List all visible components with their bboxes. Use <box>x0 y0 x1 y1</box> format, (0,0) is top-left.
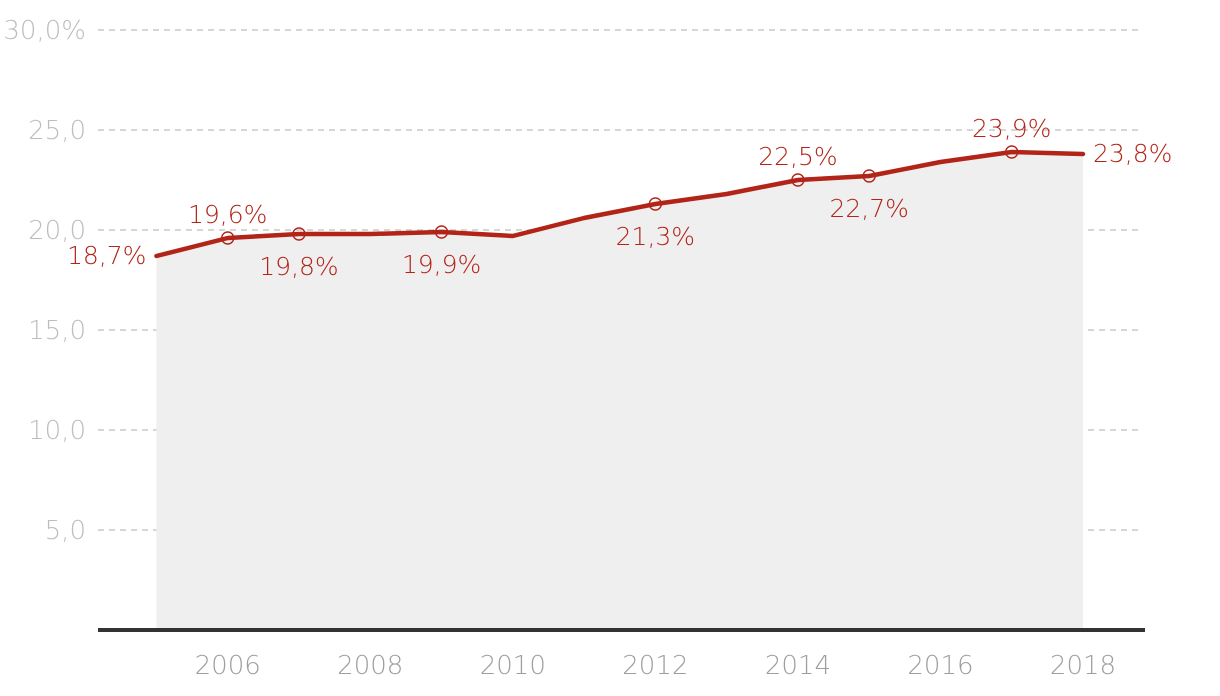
point-marker <box>862 169 876 183</box>
area-fill-layer <box>156 152 1083 630</box>
data-label: 23,9% <box>972 114 1051 143</box>
y-tick-label: 25,0 <box>28 116 86 146</box>
x-tick-label: 2012 <box>622 651 688 681</box>
x-tick-label: 2006 <box>195 651 261 681</box>
x-tick-label: 2008 <box>337 651 403 681</box>
data-label: 22,5% <box>758 142 837 171</box>
y-tick-label: 10,0 <box>28 416 86 446</box>
data-label: 19,6% <box>188 200 267 229</box>
data-label: 19,8% <box>259 252 338 281</box>
point-marker <box>791 173 805 187</box>
y-tick-label: 30,0% <box>3 16 86 46</box>
x-tick-label: 2014 <box>765 651 831 681</box>
y-tick-label: 20,0 <box>28 216 86 246</box>
point-marker <box>1005 145 1019 159</box>
x-tick-label: 2018 <box>1050 651 1116 681</box>
data-label: 23,8% <box>1093 139 1172 168</box>
axes: 5,0 10,0 15,0 20,0 25,0 30,0% 2006 2008 2010 2012… <box>3 16 1145 681</box>
data-label: 19,9% <box>402 250 481 279</box>
point-marker <box>292 227 306 241</box>
data-label: 21,3% <box>616 222 695 251</box>
y-tick-label: 5,0 <box>45 516 86 546</box>
point-marker <box>221 231 235 245</box>
point-marker <box>648 197 663 211</box>
series-line <box>154 149 1086 259</box>
y-tick-label: 15,0 <box>28 316 86 346</box>
series-area-fill <box>156 152 1083 630</box>
data-label-layer: 18,7% 19,6% 19,8% 19,9% 21,3% 22,5% 22,7% 23,9%… <box>67 114 1172 281</box>
point-marker <box>434 225 449 239</box>
x-tick-label: 2010 <box>480 651 546 681</box>
data-label: 18,7% <box>67 241 146 270</box>
data-label: 22,7% <box>829 194 908 223</box>
x-tick-label: 2016 <box>907 651 973 681</box>
series-line-layer <box>154 149 1086 259</box>
marker-layer <box>221 145 1019 245</box>
